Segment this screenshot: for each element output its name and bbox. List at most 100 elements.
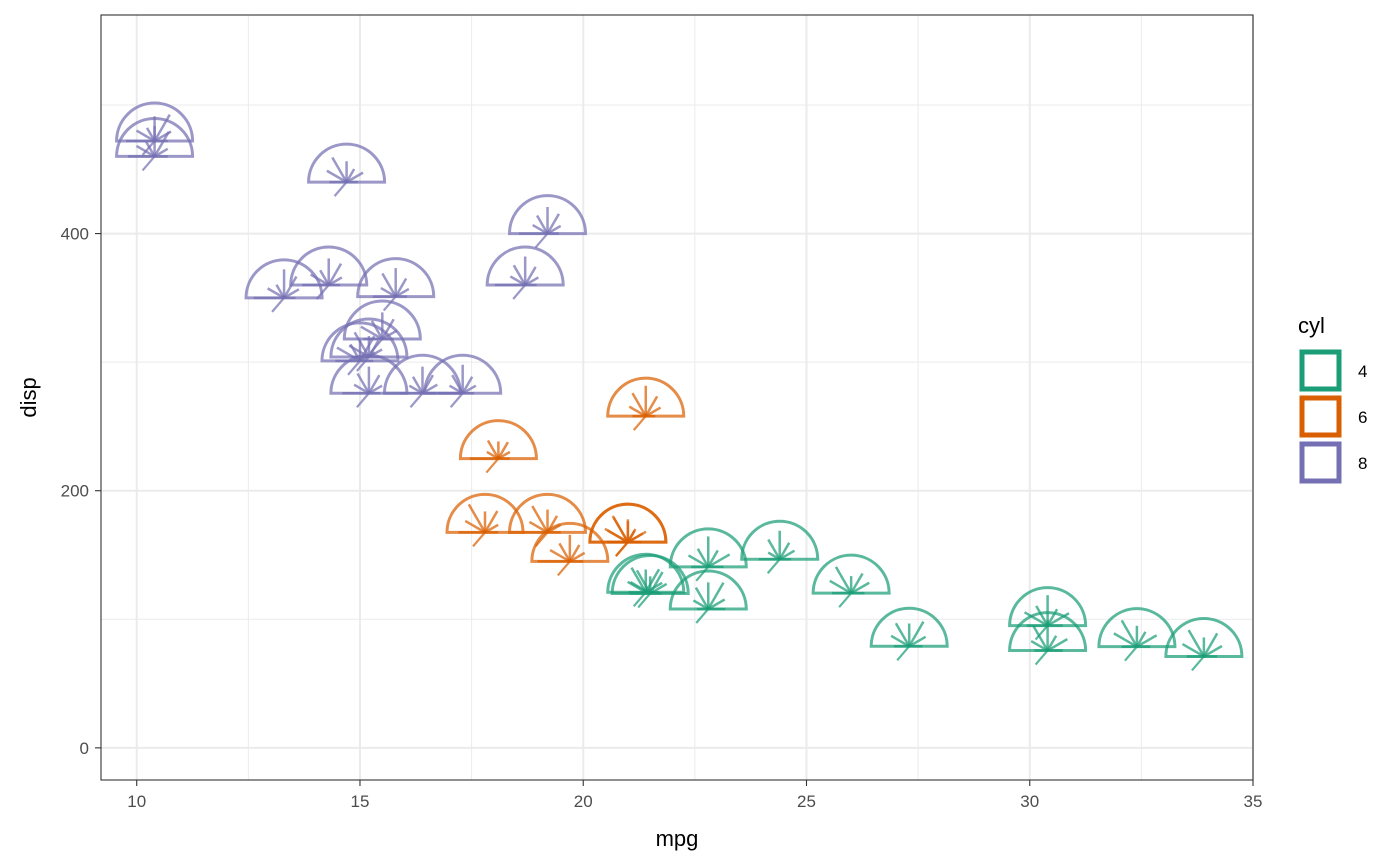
glyph-ray bbox=[908, 620, 925, 647]
legend-label-4: 4 bbox=[1358, 362, 1367, 381]
glyph-half-circle bbox=[329, 317, 409, 359]
glyph-ray bbox=[630, 566, 647, 593]
glyph-ray bbox=[850, 581, 870, 595]
glyph-half-circle bbox=[530, 521, 610, 563]
x-tick-label: 15 bbox=[351, 792, 370, 811]
data-point-glyph bbox=[356, 257, 436, 312]
glyph-ray bbox=[894, 622, 911, 647]
glyph-ray bbox=[707, 549, 719, 568]
glyph-ray bbox=[568, 544, 581, 563]
glyph-ray bbox=[345, 171, 364, 184]
data-point-glyph bbox=[445, 492, 525, 548]
glyph-ray bbox=[144, 140, 156, 158]
glyph-half-circle bbox=[445, 492, 525, 534]
glyph-tail bbox=[485, 457, 500, 474]
glyph-ray bbox=[696, 548, 710, 568]
data-point-glyph bbox=[1008, 586, 1088, 641]
glyph-ray bbox=[569, 551, 586, 563]
glyph-half-circle bbox=[382, 353, 462, 395]
glyph-tail bbox=[409, 392, 424, 408]
glyph-tail bbox=[534, 232, 549, 249]
glyph-half-circle bbox=[811, 553, 891, 595]
glyph-ray bbox=[612, 516, 629, 543]
glyph-ray bbox=[360, 325, 383, 341]
glyph-ray bbox=[327, 262, 343, 286]
glyph-ray bbox=[532, 223, 549, 235]
glyph-ray bbox=[448, 384, 464, 395]
glyph-ray bbox=[319, 269, 330, 286]
glyph-ray bbox=[627, 530, 647, 544]
glyph-half-circle bbox=[356, 257, 436, 299]
glyph-ray bbox=[707, 582, 725, 610]
glyph-ray bbox=[628, 405, 647, 418]
glyph-tail bbox=[333, 181, 348, 197]
y-axis-title: disp bbox=[16, 377, 41, 417]
data-point-glyph bbox=[1164, 616, 1244, 672]
glyph-tail bbox=[695, 566, 710, 582]
glyph-half-circle bbox=[320, 321, 400, 363]
glyph-ray bbox=[331, 156, 348, 183]
glyph-ray bbox=[644, 395, 659, 417]
glyph-ray bbox=[484, 523, 499, 534]
glyph-half-circle bbox=[508, 194, 588, 236]
glyph-ray bbox=[395, 287, 410, 298]
glyph-ray bbox=[1046, 638, 1068, 652]
legend-title: cyl bbox=[1298, 313, 1325, 338]
data-glyphs bbox=[115, 101, 1244, 672]
glyph-ray bbox=[145, 127, 156, 142]
glyph-ray bbox=[153, 131, 170, 158]
glyph-ray bbox=[707, 553, 731, 568]
glyph-half-circle bbox=[740, 519, 820, 561]
glyph-ray bbox=[1135, 631, 1147, 648]
glyph-ray bbox=[336, 346, 361, 362]
glyph-half-circle bbox=[423, 353, 503, 395]
x-axis-title: mpg bbox=[656, 826, 699, 851]
legend-key-4 bbox=[1299, 349, 1342, 392]
glyph-ray bbox=[631, 392, 647, 417]
glyph-tail bbox=[896, 645, 911, 662]
glyph-ray bbox=[368, 384, 383, 395]
data-point-glyph bbox=[869, 606, 949, 662]
glyph-tail bbox=[557, 560, 571, 577]
glyph-tail bbox=[1034, 649, 1049, 666]
data-point-glyph bbox=[811, 553, 891, 608]
x-tick-label: 25 bbox=[797, 792, 816, 811]
glyph-ray bbox=[467, 503, 487, 533]
glyph-ray bbox=[153, 147, 169, 158]
glyph-ray bbox=[359, 351, 376, 362]
data-point-glyph bbox=[1008, 611, 1088, 666]
glyph-ray bbox=[497, 441, 509, 460]
glyph-tail bbox=[838, 592, 852, 608]
glyph-ray bbox=[1032, 625, 1049, 652]
glyph-tail bbox=[695, 608, 710, 624]
glyph-tail bbox=[141, 155, 156, 172]
glyph-tail bbox=[637, 592, 652, 609]
glyph-ray bbox=[558, 542, 571, 563]
glyph-ray bbox=[462, 384, 477, 395]
glyph-ray bbox=[461, 376, 474, 394]
glyph-ray bbox=[779, 549, 796, 561]
glyph-ray bbox=[328, 276, 343, 287]
glyph-ray bbox=[694, 586, 710, 610]
data-point-glyph bbox=[458, 419, 538, 474]
glyph-tail bbox=[615, 541, 629, 557]
y-tick-label: 0 bbox=[80, 739, 89, 758]
glyph-ray bbox=[135, 144, 156, 158]
glyph-half-circle bbox=[508, 492, 588, 534]
glyph-tail bbox=[356, 392, 370, 408]
glyph-ray bbox=[282, 275, 298, 299]
glyph-ray bbox=[283, 288, 300, 299]
glyph-ray bbox=[358, 335, 376, 362]
glyph-ray bbox=[692, 599, 709, 611]
glyph-half-circle bbox=[307, 142, 387, 184]
data-point-glyph bbox=[307, 142, 387, 197]
glyph-ray bbox=[528, 520, 549, 534]
legend: cyl 4 6 8 bbox=[1298, 313, 1367, 484]
glyph-tail bbox=[512, 284, 527, 300]
y-tick-label: 200 bbox=[61, 482, 89, 501]
x-tick-label: 20 bbox=[574, 792, 593, 811]
glyph-ray bbox=[1023, 611, 1049, 627]
glyph-tail bbox=[382, 295, 397, 312]
